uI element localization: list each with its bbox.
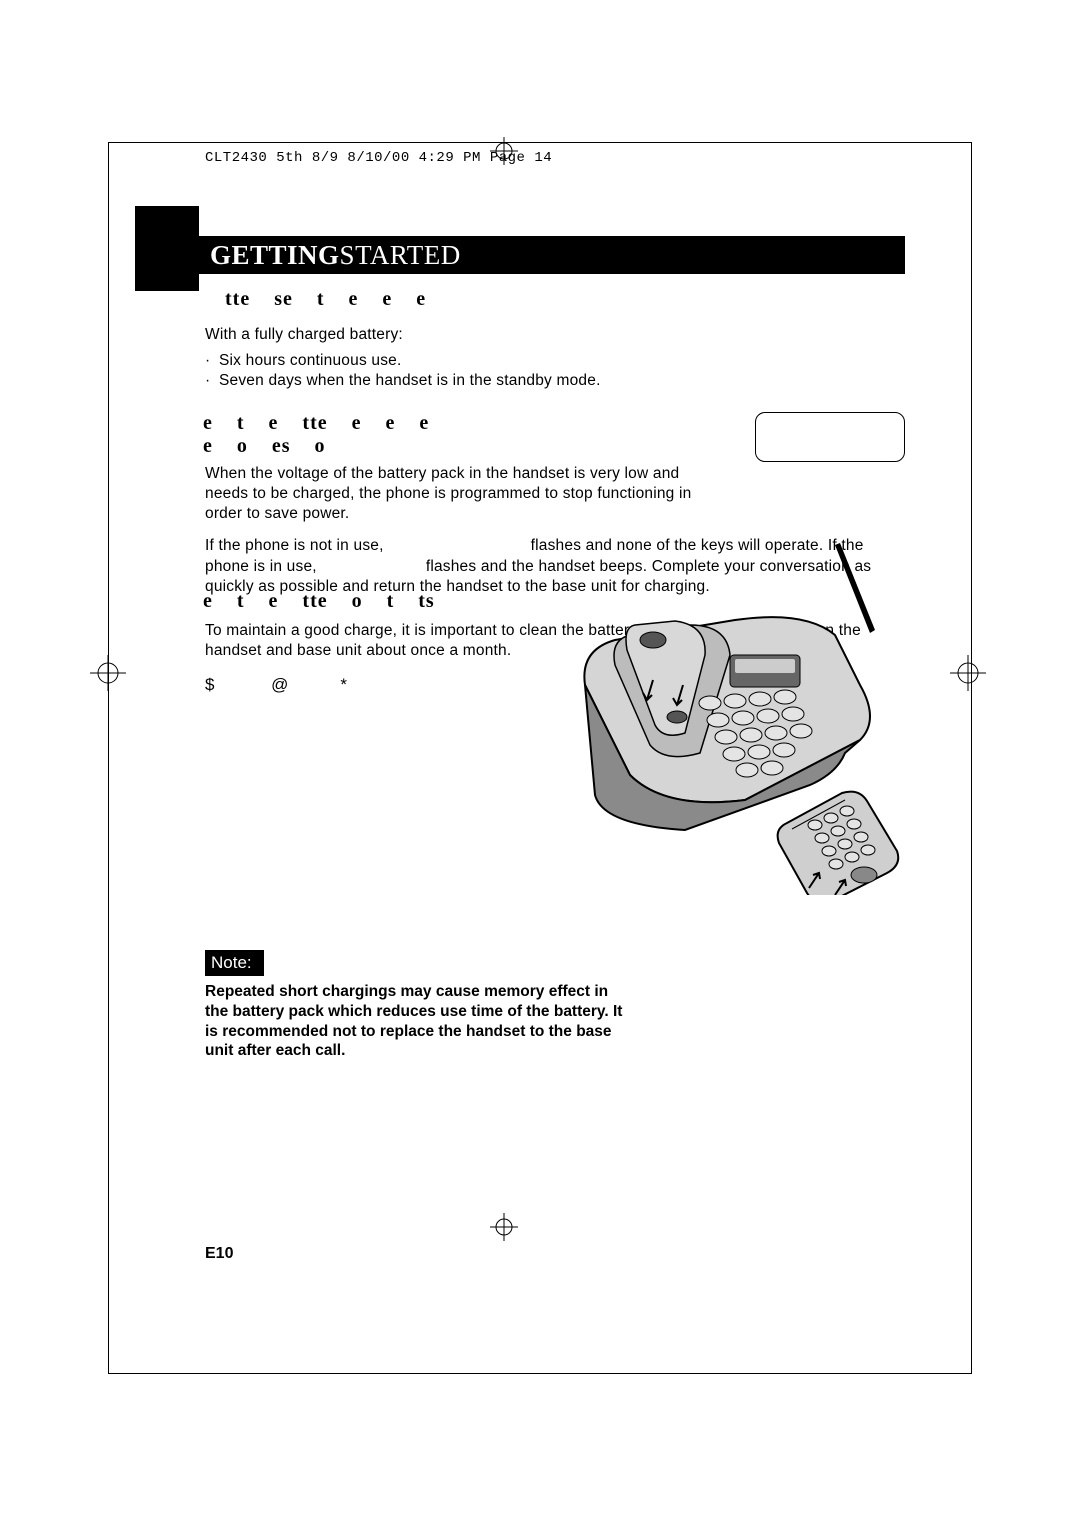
section-battery-contacts: e t e tte o t ts To maintain a good char… bbox=[205, 590, 905, 695]
section1-bullet-1: ·Six hours continuous use. bbox=[205, 351, 905, 371]
registration-mark-bottom bbox=[490, 1213, 518, 1241]
section-header: GETTING STARTED bbox=[135, 236, 905, 274]
note-text: Repeated short chargings may cause memor… bbox=[205, 982, 635, 1061]
section-battery-use-time: tte se t e e e With a fully charged batt… bbox=[205, 288, 905, 391]
phone-illustration bbox=[535, 525, 915, 895]
subhead-1: tte se t e e e bbox=[225, 288, 905, 311]
running-head: CLT2430 5th 8/9 8/10/00 4:29 PM Page 14 bbox=[205, 150, 552, 166]
bullet-text-2: Seven days when the handset is in the st… bbox=[219, 372, 601, 389]
bullet-text-1: Six hours continuous use. bbox=[219, 352, 402, 369]
registration-mark-right bbox=[950, 655, 986, 691]
lcd-indicator-box bbox=[755, 412, 905, 462]
page-number: E10 bbox=[205, 1245, 233, 1263]
section1-intro: With a fully charged battery: bbox=[205, 325, 905, 345]
section1-bullet-2: ·Seven days when the handset is in the s… bbox=[205, 371, 905, 391]
header-regular: STARTED bbox=[340, 240, 461, 271]
registration-mark-left bbox=[90, 655, 126, 691]
note-section: Note: Repeated short chargings may cause… bbox=[205, 950, 905, 1061]
note-label: Note: bbox=[205, 950, 264, 976]
header-bold: GETTING bbox=[210, 240, 340, 271]
section2-para1: When the voltage of the battery pack in … bbox=[205, 464, 725, 524]
para2a: If the phone is not in use, bbox=[205, 537, 384, 554]
